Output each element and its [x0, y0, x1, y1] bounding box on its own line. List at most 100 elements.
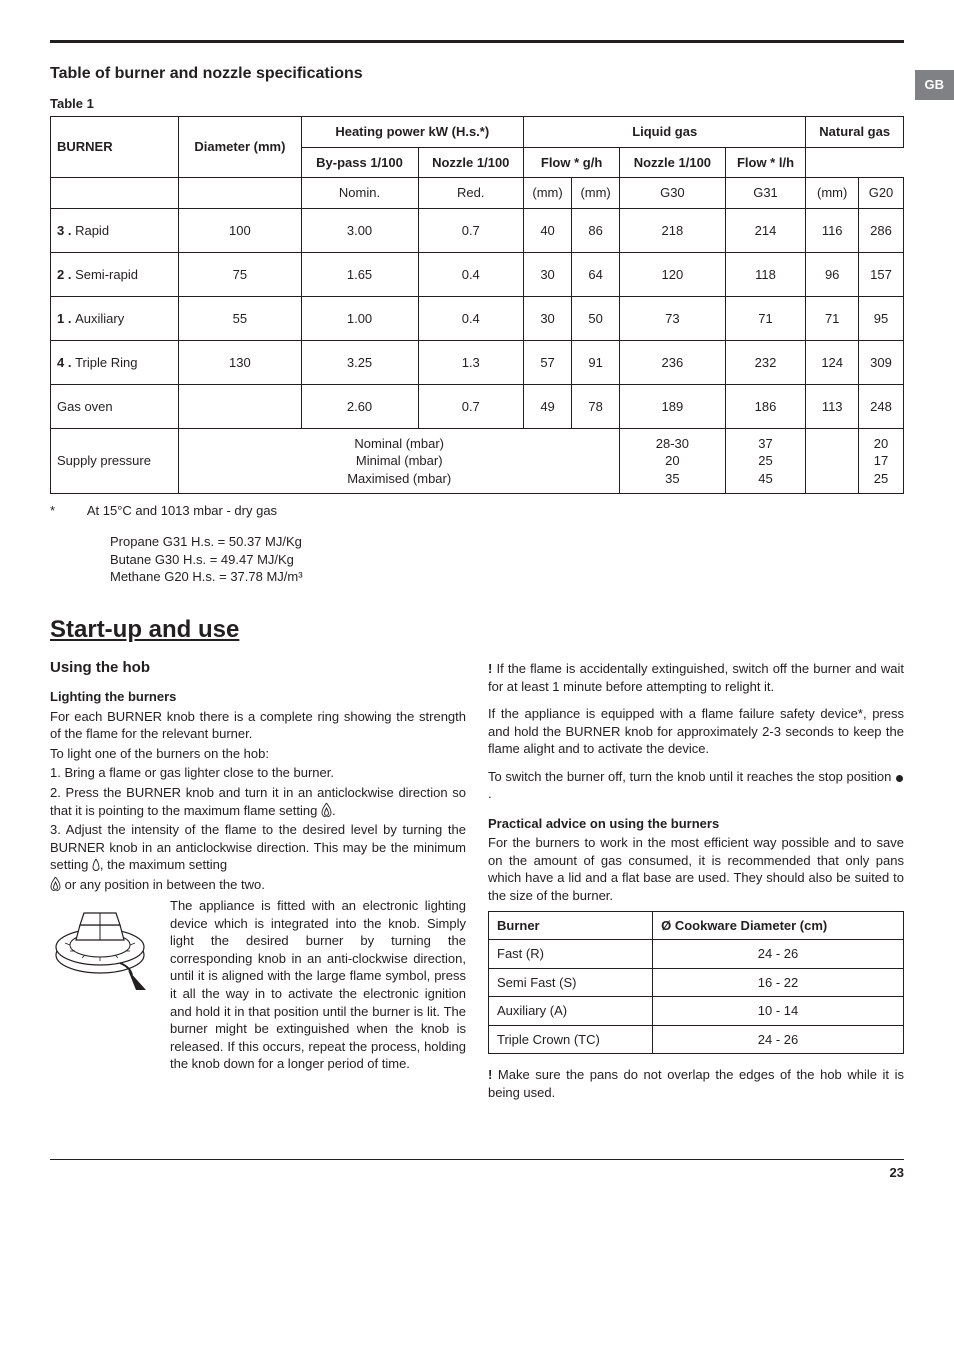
col-flow-liq: Flow * g/h	[524, 147, 620, 178]
sub-blank	[51, 178, 179, 209]
cell-name: 3 . Rapid	[51, 208, 179, 252]
footnote-line4: Methane G20 H.s. = 37.78 MJ/m³	[50, 568, 904, 586]
right-p3: To switch the burner off, turn the knob …	[488, 768, 904, 803]
left-p5c: or any position in between the two.	[50, 876, 466, 894]
supply-g30: 28-30 20 35	[620, 428, 726, 494]
col-diameter: Diameter (mm)	[179, 117, 301, 178]
left-p1: For each BURNER knob there is a complete…	[50, 708, 466, 743]
cookware-diameter: 24 - 26	[653, 1025, 904, 1054]
col-heating: Heating power kW (H.s.*)	[301, 117, 524, 148]
cell-bypass: 57	[524, 340, 572, 384]
cookware-col1: Burner	[489, 911, 653, 940]
cookware-col2: Ø Cookware Diameter (cm)	[653, 911, 904, 940]
supply-nat-blank	[806, 428, 859, 494]
cell-dia: 75	[179, 252, 301, 296]
table-row: 3 . Rapid1003.000.74086218214116286	[51, 208, 904, 252]
supply-g20: 20 17 25	[858, 428, 903, 494]
cell-g20: 248	[858, 384, 903, 428]
cell-noz_n: 116	[806, 208, 859, 252]
cell-red: 1.3	[418, 340, 524, 384]
page-footer: 23	[50, 1159, 904, 1182]
cell-dia: 55	[179, 296, 301, 340]
table-row: 4 . Triple Ring1303.251.3579123623212430…	[51, 340, 904, 384]
supply-minimal: Minimal (mbar)	[183, 452, 615, 470]
cell-nomin: 3.25	[301, 340, 418, 384]
cell-bypass: 30	[524, 252, 572, 296]
footnote-line3: Butane G30 H.s. = 49.47 MJ/Kg	[50, 551, 904, 569]
sub-nomin: Nomin.	[301, 178, 418, 209]
right-p4: For the burners to work in the most effi…	[488, 834, 904, 904]
supply-pressure-labels: Nominal (mbar) Minimal (mbar) Maximised …	[179, 428, 620, 494]
sub-mm3: (mm)	[806, 178, 859, 209]
cell-name: Gas oven	[51, 384, 179, 428]
left-p6: The appliance is fitted with an electron…	[170, 897, 466, 1072]
cell-g20: 286	[858, 208, 903, 252]
sub-red: Red.	[418, 178, 524, 209]
cell-bypass: 49	[524, 384, 572, 428]
cell-red: 0.7	[418, 208, 524, 252]
cell-g31: 186	[725, 384, 806, 428]
left-p3: 1. Bring a flame or gas lighter close to…	[50, 764, 466, 782]
right-p1: ! If the flame is accidentally extinguis…	[488, 660, 904, 695]
practical-head: Practical advice on using the burners	[488, 815, 904, 833]
stop-dot-icon	[895, 774, 904, 783]
lighting-burners-head: Lighting the burners	[50, 688, 466, 706]
cell-g31: 232	[725, 340, 806, 384]
cell-noz_n: 124	[806, 340, 859, 384]
col-nozzle-nat: Nozzle 1/100	[620, 147, 726, 178]
col-flow-nat: Flow * l/h	[725, 147, 806, 178]
footnote-line2: Propane G31 H.s. = 50.37 MJ/Kg	[50, 533, 904, 551]
cookware-name: Triple Crown (TC)	[489, 1025, 653, 1054]
cell-red: 0.4	[418, 252, 524, 296]
using-hob-head: Using the hob	[50, 658, 466, 678]
knob-illustration	[50, 895, 160, 1005]
cell-bypass: 30	[524, 296, 572, 340]
cell-g31: 71	[725, 296, 806, 340]
flame-large-icon-2	[50, 877, 61, 891]
cell-g20: 157	[858, 252, 903, 296]
table1-caption: Table 1	[50, 95, 904, 113]
group-natural: Natural gas	[806, 117, 904, 148]
cell-g30: 236	[620, 340, 726, 384]
cell-nomin: 1.00	[301, 296, 418, 340]
sub-mm1: (mm)	[524, 178, 572, 209]
cell-noz_l: 50	[572, 296, 620, 340]
cookware-name: Auxiliary (A)	[489, 997, 653, 1026]
cell-nomin: 2.60	[301, 384, 418, 428]
sub-mm2: (mm)	[572, 178, 620, 209]
col-nozzle-liq: Nozzle 1/100	[418, 147, 524, 178]
cell-name: 2 . Semi-rapid	[51, 252, 179, 296]
cell-g30: 189	[620, 384, 726, 428]
cell-nomin: 3.00	[301, 208, 418, 252]
footnote-line1: At 15°C and 1013 mbar - dry gas	[87, 503, 277, 518]
cell-nomin: 1.65	[301, 252, 418, 296]
top-rule	[50, 40, 904, 43]
group-liquid: Liquid gas	[524, 117, 806, 148]
cell-dia: 100	[179, 208, 301, 252]
left-p5: 3. Adjust the intensity of the flame to …	[50, 821, 466, 874]
supply-nominal: Nominal (mbar)	[183, 435, 615, 453]
cell-g31: 118	[725, 252, 806, 296]
cell-bypass: 40	[524, 208, 572, 252]
cell-g30: 73	[620, 296, 726, 340]
cell-noz_l: 78	[572, 384, 620, 428]
cookware-name: Semi Fast (S)	[489, 968, 653, 997]
table-row: 1 . Auxiliary551.000.4305073717195	[51, 296, 904, 340]
flame-small-icon	[92, 859, 100, 871]
cell-g20: 95	[858, 296, 903, 340]
cookware-diameter: 24 - 26	[653, 940, 904, 969]
startup-heading: Start-up and use	[50, 614, 904, 646]
table-row: Auxiliary (A)10 - 14	[489, 997, 904, 1026]
sub-g20: G20	[858, 178, 903, 209]
table-row: Fast (R)24 - 26	[489, 940, 904, 969]
cell-noz_l: 86	[572, 208, 620, 252]
table-row: Semi Fast (S)16 - 22	[489, 968, 904, 997]
section-title: Table of burner and nozzle specification…	[50, 63, 904, 85]
table-row: Gas oven2.600.74978189186113248	[51, 384, 904, 428]
right-p2: If the appliance is equipped with a flam…	[488, 705, 904, 758]
flame-large-icon	[321, 803, 332, 817]
col-bypass: By-pass 1/100	[301, 147, 418, 178]
cell-noz_n: 96	[806, 252, 859, 296]
page-language-tab: GB	[915, 70, 954, 100]
col-burner: BURNER	[51, 117, 179, 178]
